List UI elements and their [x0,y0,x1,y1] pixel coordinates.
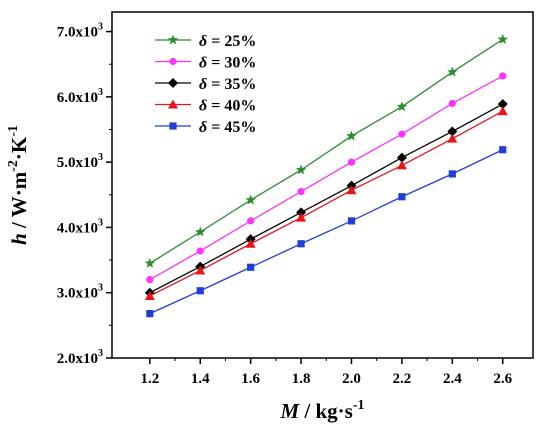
data-point [297,187,305,196]
legend-marker [169,122,177,130]
data-point [447,126,458,137]
x-tick-label: 1.2 [140,371,159,387]
data-point [146,276,154,284]
data-point [196,247,204,255]
data-point [396,152,407,163]
data-point [497,106,508,116]
series-line [149,38,504,264]
data-point [296,212,307,222]
legend-label: δ = 30% [199,55,256,72]
data-point [144,257,156,268]
data-point [499,146,507,154]
legend-item: δ = 25% [155,33,256,50]
data-point [398,130,406,138]
legend-label: δ = 45% [199,119,256,136]
y-axis-title: h / W·m-2·K-1 [6,125,31,245]
data-point [195,265,206,275]
data-point [448,99,456,107]
data-point [247,263,255,271]
x-tick-label: 2.2 [393,371,412,387]
data-point [245,194,256,205]
data-point [396,101,408,112]
legend-item: δ = 30% [155,55,256,72]
data-point [144,290,155,300]
data-point [447,133,458,143]
data-point [245,238,256,248]
data-point [195,226,206,237]
legend-marker [168,78,178,88]
y-tick-label: 4.0x103 [57,217,103,236]
x-tick-label: 2.6 [493,371,512,387]
series-1 [144,33,508,268]
data-point [296,207,307,218]
x-tick-label: 1.6 [241,371,260,387]
x-tick-label: 2.4 [443,371,462,387]
series-2 [146,72,507,284]
legend-label: δ = 35% [199,76,256,93]
x-tick-label: 1.8 [292,371,311,387]
data-point [297,240,305,248]
data-point [497,99,508,110]
legend-label: δ = 40% [199,98,256,115]
data-point [447,66,458,77]
y-tick-label: 6.0x103 [57,87,103,106]
plot-area: 1.2 1.4 1.6 1.8 2.0 2.2 2.4 2.6 2.0x103 3.0x103 4.… [6,11,534,423]
plot-frame [111,11,534,359]
series-4 [144,106,508,300]
y-tick-label: 3.0x103 [57,283,103,302]
data-point [396,160,407,170]
x-axis-title: M / kg·s-1 [279,398,364,423]
data-point [499,72,507,80]
series-5 [146,146,507,318]
x-tick-label: 1.4 [191,371,210,387]
y-tick-label: 5.0x103 [57,152,103,171]
data-point [346,130,357,141]
series-line [149,75,504,281]
legend-item: δ = 35% [155,76,256,93]
data-point [346,185,357,195]
data-point [295,164,307,175]
series-line [149,149,504,315]
data-point [146,310,154,318]
legend-item: δ = 40% [155,98,256,115]
data-point [196,287,204,295]
data-point [448,170,456,178]
legend: δ = 25% δ = 30% δ = 35% δ = 40% δ = 45% [155,33,256,136]
legend-label: δ = 25% [199,33,256,50]
series-line [149,103,504,294]
data-point [347,158,356,166]
legend-item: δ = 45% [155,119,256,136]
legend-marker [169,57,177,66]
data-point [247,217,255,225]
series-line [149,110,504,297]
data-point [398,193,406,201]
legend-marker [167,34,179,45]
data-point [347,217,356,225]
y-tick-label: 2.0x103 [57,348,103,367]
legend-marker [168,99,178,109]
x-tick-label: 2.0 [342,371,361,387]
y-tick-label: 7.0x103 [57,22,103,41]
data-point [497,33,508,44]
